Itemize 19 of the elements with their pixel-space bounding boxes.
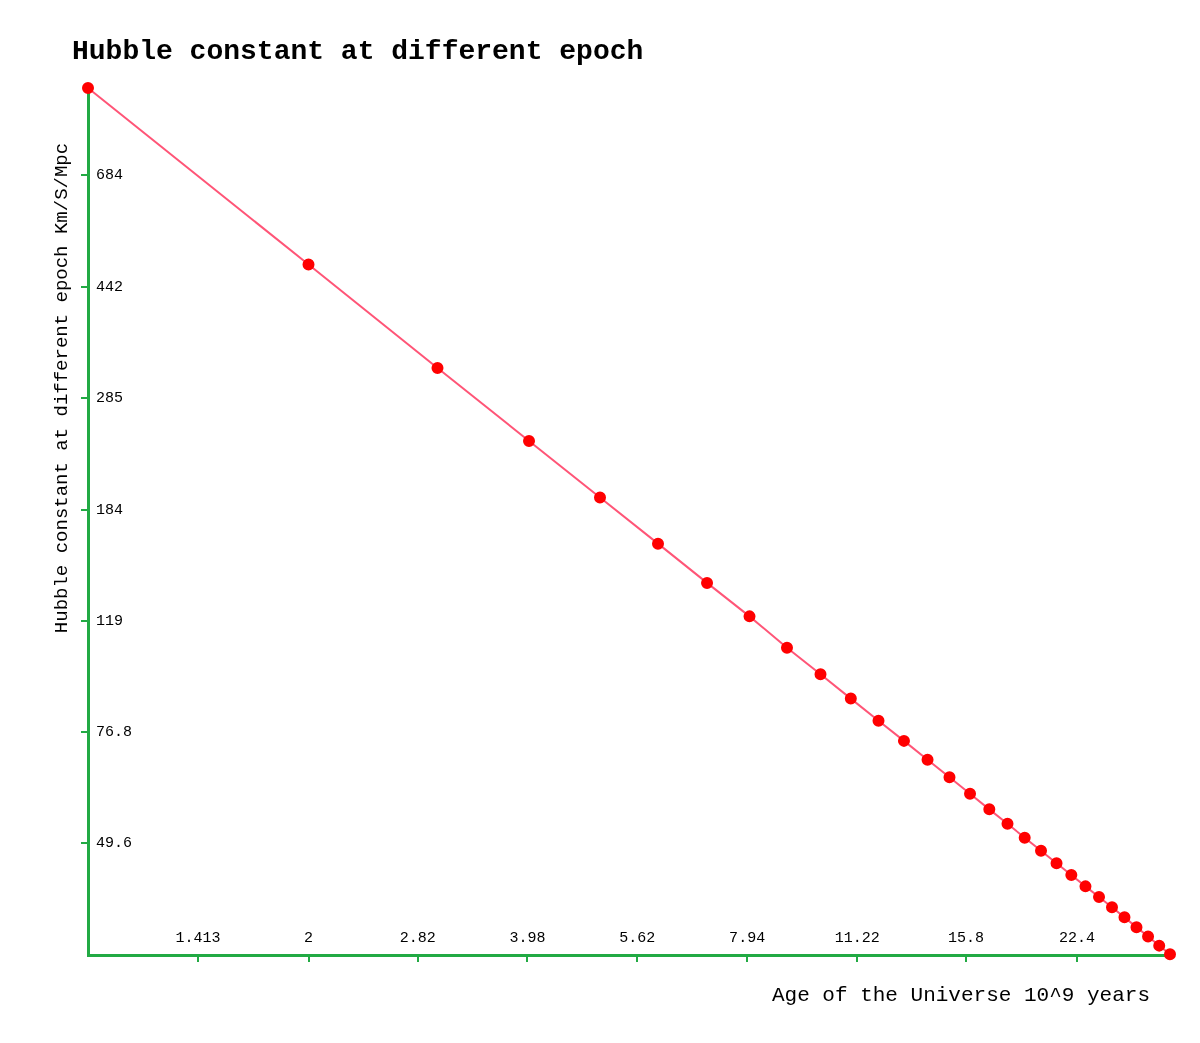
y-tick-label: 76.8 bbox=[96, 724, 133, 742]
x-tick-label: 15.8 bbox=[948, 929, 985, 947]
y-tick-label: 119 bbox=[96, 612, 124, 630]
chart-title: Hubble constant at different epoch bbox=[72, 36, 644, 67]
x-tick-label: 22.4 bbox=[1059, 929, 1096, 947]
x-tick-label: 5.62 bbox=[619, 929, 656, 947]
x-tick-label: 1.413 bbox=[175, 929, 221, 947]
x-tick-label: 2 bbox=[304, 929, 314, 947]
y-tick-label: 285 bbox=[96, 390, 124, 408]
y-axis-title: Hubble constant at different epoch Km/S/Mpc bbox=[51, 142, 73, 634]
y-tick-label: 49.6 bbox=[96, 835, 133, 853]
x-tick-label: 7.94 bbox=[729, 929, 766, 947]
x-axis-title: Age of the Universe 10^9 years bbox=[771, 984, 1150, 1007]
x-tick-label: 2.82 bbox=[399, 929, 436, 947]
y-tick-label: 184 bbox=[96, 501, 124, 519]
x-tick-label: 3.98 bbox=[509, 929, 546, 947]
y-tick-label: 442 bbox=[96, 278, 124, 296]
x-tick-label: 11.22 bbox=[834, 929, 880, 947]
y-tick-label: 684 bbox=[96, 167, 124, 185]
